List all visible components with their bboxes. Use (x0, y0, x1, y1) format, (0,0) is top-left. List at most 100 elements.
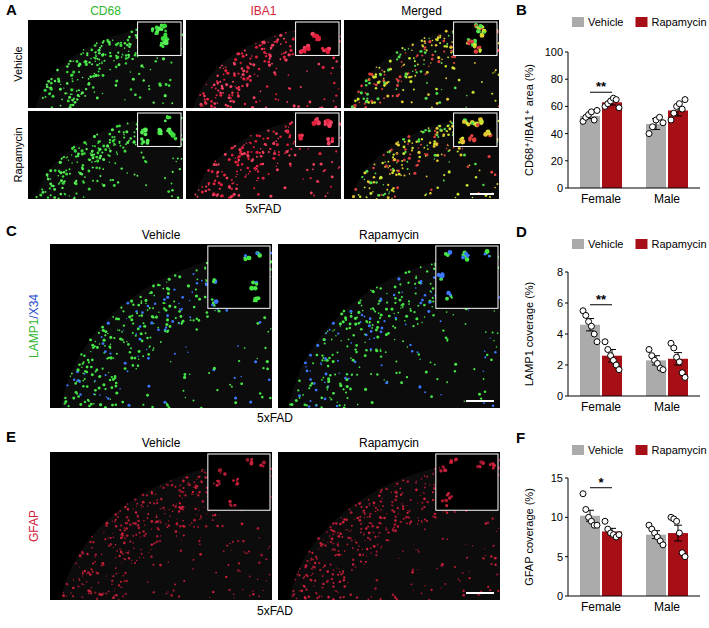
signal-dot (146, 349, 147, 350)
inset-dot (166, 115, 169, 118)
signal-dot (60, 84, 61, 85)
signal-dot (202, 92, 205, 95)
signal-dot (118, 63, 121, 66)
signal-dot (181, 138, 183, 141)
signal-dot (116, 125, 119, 128)
signal-dot (238, 88, 241, 91)
signal-dot (318, 152, 321, 155)
inset-dot (303, 46, 306, 49)
signal-dot (379, 176, 382, 179)
signal-dot (359, 102, 361, 104)
signal-dot (256, 134, 259, 137)
signal-dot (401, 80, 402, 81)
signal-dot (293, 143, 295, 145)
signal-dot (73, 198, 76, 200)
signal-dot (230, 97, 232, 99)
signal-dot (75, 182, 78, 185)
signal-dot (433, 136, 436, 139)
signal-dot (359, 196, 361, 198)
signal-dot (197, 196, 199, 198)
signal-dot (352, 195, 355, 198)
signal-dot (416, 71, 418, 73)
signal-dot (244, 103, 246, 105)
signal-dot (49, 182, 52, 185)
signal-dot (405, 52, 407, 54)
signal-dot (211, 170, 214, 173)
signal-dot (96, 133, 98, 135)
signal-dot (93, 57, 95, 59)
signal-dot (230, 195, 232, 197)
signal-dot (61, 158, 63, 160)
signal-dot (190, 319, 192, 321)
signal-dot (443, 179, 445, 181)
signal-dot (99, 175, 101, 177)
signal-dot (269, 397, 272, 400)
signal-dot (140, 314, 143, 317)
signal-dot (479, 170, 481, 172)
signal-dot (162, 57, 165, 60)
signal-dot (243, 144, 245, 146)
signal-dot (217, 89, 219, 91)
signal-dot (283, 38, 285, 40)
signal-dot (210, 104, 213, 107)
signal-dot (249, 141, 251, 143)
signal-dot (397, 170, 400, 173)
signal-dot (179, 315, 182, 318)
signal-dot (261, 44, 263, 46)
signal-dot (202, 105, 204, 107)
signal-dot (248, 173, 250, 175)
signal-dot (246, 70, 249, 73)
signal-dot (247, 158, 249, 160)
signal-dot (135, 52, 137, 54)
signal-dot (90, 49, 93, 52)
signal-dot (68, 96, 71, 99)
signal-dot (288, 87, 290, 89)
signal-dot (82, 385, 84, 387)
signal-dot (119, 329, 121, 331)
signal-dot (240, 62, 242, 64)
signal-dot (388, 193, 389, 194)
inset-dot (327, 47, 331, 51)
signal-dot (181, 33, 183, 36)
signal-dot (272, 142, 275, 145)
signal-dot (86, 385, 89, 388)
signal-dot (262, 41, 264, 43)
signal-dot (256, 156, 258, 158)
signal-dot (222, 88, 224, 90)
signal-dot (198, 189, 200, 191)
signal-dot (65, 173, 68, 176)
signal-dot (207, 169, 210, 172)
inset-dot (480, 33, 485, 38)
signal-dot (228, 186, 231, 189)
signal-dot (77, 79, 79, 81)
inset-dot (471, 121, 474, 124)
signal-dot (233, 146, 235, 148)
signal-dot (389, 68, 392, 71)
signal-dot (58, 170, 60, 172)
signal-dot (411, 101, 413, 103)
signal-dot (108, 133, 111, 136)
signal-dot (69, 60, 71, 62)
signal-dot (91, 373, 94, 376)
signal-dot (109, 162, 110, 163)
signal-dot (199, 103, 202, 106)
signal-dot (216, 102, 218, 104)
signal-dot (247, 167, 249, 169)
signal-dot (206, 98, 209, 101)
signal-dot (41, 188, 43, 190)
signal-dot (439, 42, 441, 44)
inset-dot (470, 120, 474, 124)
signal-dot (428, 65, 430, 67)
signal-dot (360, 91, 363, 94)
signal-dot (69, 195, 70, 196)
signal-dot (123, 131, 125, 133)
signal-dot (219, 91, 222, 94)
signal-dot (396, 84, 399, 87)
signal-dot (277, 38, 280, 41)
signal-dot (454, 87, 457, 90)
signal-dot (332, 56, 335, 59)
inset-dot (479, 120, 484, 125)
signal-dot (95, 51, 97, 53)
signal-dot (354, 99, 357, 102)
signal-dot (251, 151, 253, 153)
